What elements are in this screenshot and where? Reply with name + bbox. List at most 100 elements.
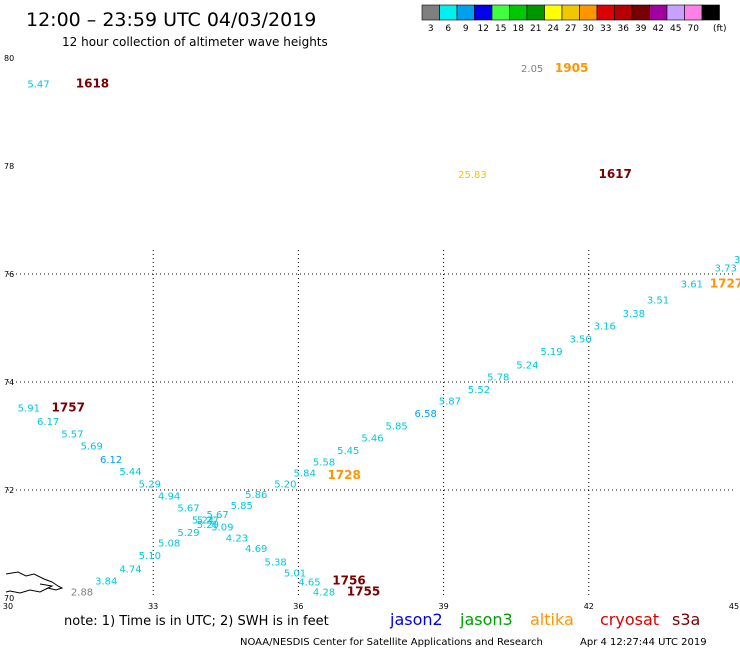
- scale-swatch: [509, 4, 528, 21]
- satellite-legend-item: altika: [530, 610, 574, 629]
- wave-height-label: 5.45: [337, 446, 359, 457]
- wave-height-label: 5.29: [197, 520, 219, 531]
- scale-swatch: [631, 4, 650, 21]
- wave-height-label: 5.08: [158, 539, 180, 550]
- wave-height-label: 5.10: [139, 551, 161, 562]
- scale-swatch: [526, 4, 545, 21]
- wave-height-label: 5.85: [231, 501, 253, 512]
- satellite-legend-item: jason2: [389, 610, 443, 629]
- footer-note: note: 1) Time is in UTC; 2) SWH is in fe…: [64, 614, 329, 629]
- scale-swatch: [684, 4, 703, 21]
- coastline: [5, 571, 64, 594]
- wave-height-label: 2.88: [71, 587, 93, 598]
- wave-height-label: 5.27: [197, 515, 219, 526]
- wave-height-label: 4.69: [245, 544, 267, 555]
- wave-height-label: 4.28: [313, 587, 335, 598]
- color-scale-legend: 3 6 9 12 15 18 21 24 27 30 33 36 39 42 45 70: [421, 4, 720, 34]
- y-tick-label: 72: [4, 486, 14, 495]
- wave-height-label: 5.29: [177, 528, 199, 539]
- footer-credit: NOAA/NESDIS Center for Satellite Applica…: [240, 637, 543, 648]
- wave-height-label: 5.20: [274, 479, 296, 490]
- wave-height-label: 4.74: [119, 565, 141, 576]
- wave-height-label: 3.: [734, 255, 740, 266]
- wave-height-label: 5.52: [468, 385, 490, 396]
- scale-swatch: [596, 4, 615, 21]
- wave-height-label: 5.58: [313, 458, 335, 469]
- wave-height-label: 6.17: [37, 417, 59, 428]
- y-tick-label: 70: [4, 594, 14, 603]
- wave-height-label: 5.91: [18, 404, 40, 415]
- chart-subtitle: 12 hour collection of altimeter wave hei…: [62, 35, 328, 49]
- scale-tick-label: 15: [495, 24, 506, 34]
- scale-tick-label: 12: [478, 24, 489, 34]
- coastline-path: [39, 583, 54, 590]
- wave-height-label: 3.16: [594, 322, 616, 333]
- scale-tick-label: 30: [583, 24, 595, 34]
- scale-tick-label: 36: [618, 24, 630, 34]
- wave-height-label: 6.12: [100, 455, 122, 466]
- wave-height-label: 5.19: [540, 347, 562, 358]
- wave-height-label: 5.24: [192, 515, 214, 526]
- scale-tick-label: 3: [428, 24, 434, 34]
- satellite-legend-item: jason3: [459, 610, 513, 629]
- grid: [8, 250, 734, 598]
- scale-tick-label: 42: [653, 24, 664, 34]
- wave-height-label: 5.67: [206, 510, 228, 521]
- time-label: 1618: [76, 77, 109, 91]
- scale-swatch: [421, 4, 440, 21]
- wave-height-label: 5.85: [386, 422, 408, 433]
- wave-height-label: 3.51: [647, 296, 669, 307]
- time-label: 1756: [332, 574, 365, 588]
- wave-height-label: 5.24: [516, 361, 538, 372]
- wave-height-label: 5.67: [177, 504, 199, 515]
- y-tick-label: 74: [4, 378, 14, 387]
- scale-swatch: [474, 4, 493, 21]
- wave-height-label: 4.65: [298, 578, 320, 589]
- wave-height-label: 5.44: [119, 467, 141, 478]
- wave-height-label: 5.47: [27, 80, 49, 91]
- scale-swatch: [666, 4, 685, 21]
- wave-height-label: 5.09: [211, 523, 233, 534]
- satellite-legend: jason2 jason3 altika cryosat s3a: [389, 610, 700, 629]
- wave-height-label: 5.69: [81, 442, 103, 453]
- footer-timestamp: Apr 4 12:27:44 UTC 2019: [580, 637, 707, 648]
- wave-height-label: 5.84: [294, 469, 316, 480]
- wave-height-label: 3.84: [95, 577, 117, 588]
- scale-swatch: [491, 4, 510, 21]
- wave-height-label: 5.38: [265, 558, 287, 569]
- scale-tick-label: 18: [513, 24, 525, 34]
- scale-tick-label: 9: [463, 24, 469, 34]
- scale-swatch: [544, 4, 563, 21]
- y-tick-label: 76: [4, 270, 14, 279]
- time-label: 1617: [598, 167, 631, 181]
- time-label: 1728: [327, 468, 360, 482]
- x-tick-label: 39: [439, 602, 449, 611]
- axes: 30 33 36 39 42 45 70 72 74 76 78 80: [3, 54, 739, 611]
- wave-height-label: 5.57: [61, 430, 83, 441]
- wave-height-label: 4.23: [226, 533, 248, 544]
- wave-height-label: 25.83: [458, 170, 487, 181]
- x-tick-label: 42: [584, 602, 594, 611]
- scale-tick-label: 45: [670, 24, 681, 34]
- time-label: 1757: [52, 401, 85, 415]
- y-tick-label: 80: [4, 54, 14, 63]
- satellite-legend-item: cryosat: [600, 610, 659, 629]
- wave-height-label: 5.46: [361, 433, 383, 444]
- y-tick-label: 78: [4, 162, 14, 171]
- scale-tick-label: 6: [445, 24, 451, 34]
- wave-height-label: 3.73: [715, 263, 737, 274]
- scale-tick-label: 70: [688, 24, 700, 34]
- satellite-legend-item: s3a: [672, 610, 700, 629]
- wave-height-label: 3.61: [681, 280, 703, 291]
- scale-unit-label: (ft): [713, 24, 727, 34]
- wave-height-label: 5.87: [439, 397, 461, 408]
- time-label: 1755: [347, 584, 380, 598]
- scale-tick-label: 39: [635, 24, 647, 34]
- wave-height-label: 5.78: [487, 372, 509, 383]
- scale-swatch: [649, 4, 668, 21]
- scale-tick-label: 33: [600, 24, 611, 34]
- chart-title: 12:00 – 23:59 UTC 04/03/2019: [26, 9, 316, 31]
- scale-swatch: [701, 4, 720, 21]
- coastline-path: [5, 571, 64, 594]
